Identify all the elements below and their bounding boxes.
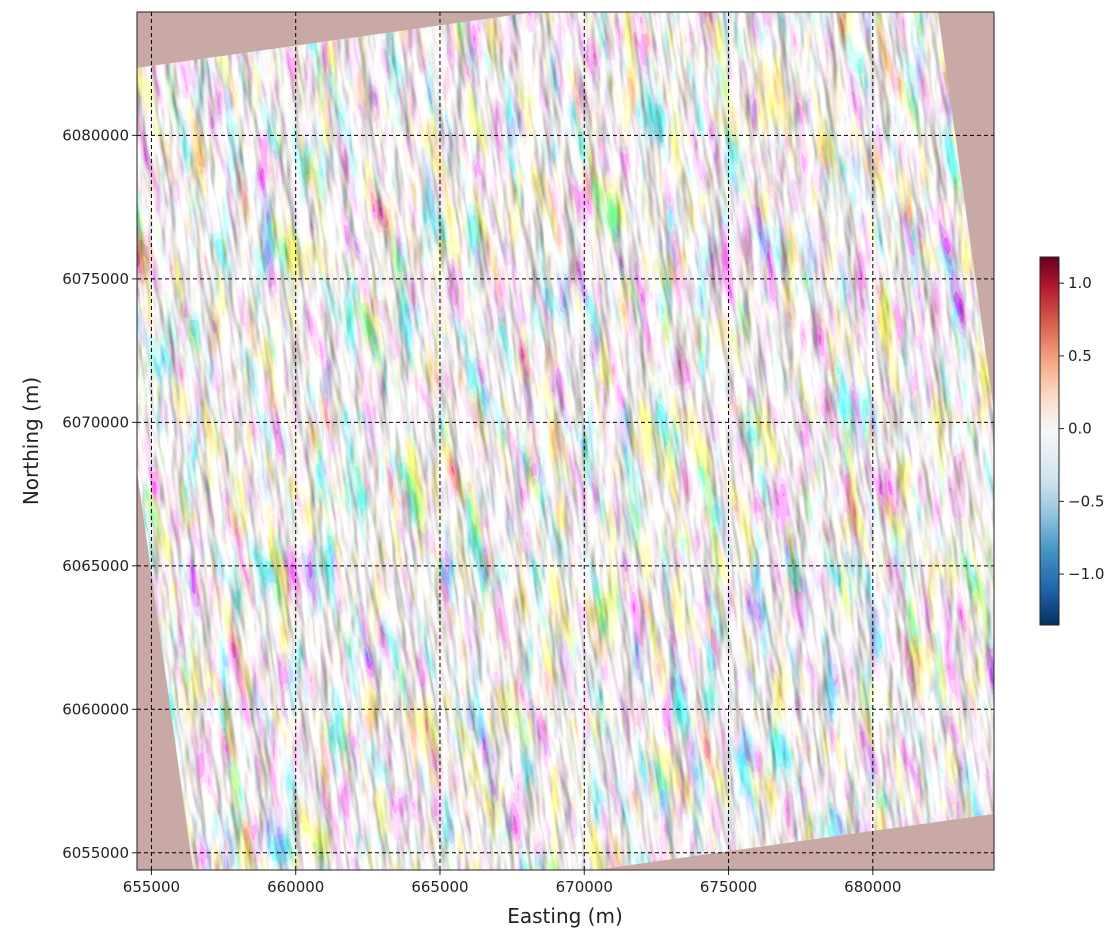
- colorbar-tick-label: 0.5: [1068, 347, 1092, 365]
- colorbar-ticks: −1.0 −0.5 0.0 0.5 1.0: [1059, 274, 1104, 583]
- x-tick-label: 670000: [556, 878, 613, 896]
- y-tick-label: 6075000: [62, 270, 129, 288]
- x-axis-label: Easting (m): [507, 904, 623, 928]
- y-tick-label: 6080000: [62, 126, 129, 144]
- y-axis-ticks: 6055000 6060000 6065000 6070000 6075000 60800…: [62, 126, 137, 862]
- heatmap-raster: [137, 12, 994, 870]
- y-tick-label: 6055000: [62, 844, 129, 862]
- colorbar-gradient: [1039, 256, 1060, 626]
- x-tick-label: 675000: [700, 878, 757, 896]
- colorbar-tick-label: −1.0: [1068, 565, 1104, 583]
- colorbar: −1.0 −0.5 0.0 0.5 1.0: [1039, 256, 1104, 626]
- x-tick-label: 680000: [844, 878, 901, 896]
- colorbar-tick-label: −0.5: [1068, 492, 1104, 510]
- x-tick-label: 660000: [267, 878, 324, 896]
- x-tick-label: 655000: [123, 878, 180, 896]
- x-axis-ticks: 655000 660000 665000 670000 675000 680000: [123, 870, 901, 896]
- colorbar-tick-label: 1.0: [1068, 274, 1092, 292]
- y-tick-label: 6060000: [62, 700, 129, 718]
- y-axis-label: Northing (m): [19, 377, 43, 505]
- colorbar-tick-label: 0.0: [1068, 420, 1092, 438]
- grid-lines: [137, 12, 994, 870]
- x-tick-label: 665000: [411, 878, 468, 896]
- y-tick-label: 6065000: [62, 557, 129, 575]
- y-tick-label: 6070000: [62, 413, 129, 431]
- plot-frame: [136, 11, 995, 871]
